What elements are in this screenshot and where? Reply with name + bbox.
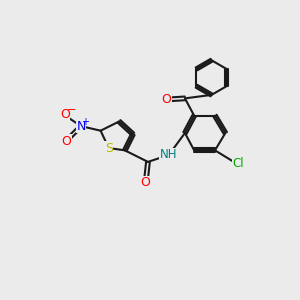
Text: O: O [161, 93, 171, 106]
Text: +: + [81, 117, 89, 127]
Text: S: S [105, 142, 113, 154]
Text: N: N [76, 120, 86, 133]
Text: O: O [61, 135, 71, 148]
Text: NH: NH [160, 148, 178, 161]
Text: Cl: Cl [232, 157, 244, 169]
Text: −: − [67, 105, 76, 116]
Text: O: O [60, 108, 70, 121]
Text: O: O [141, 176, 151, 189]
